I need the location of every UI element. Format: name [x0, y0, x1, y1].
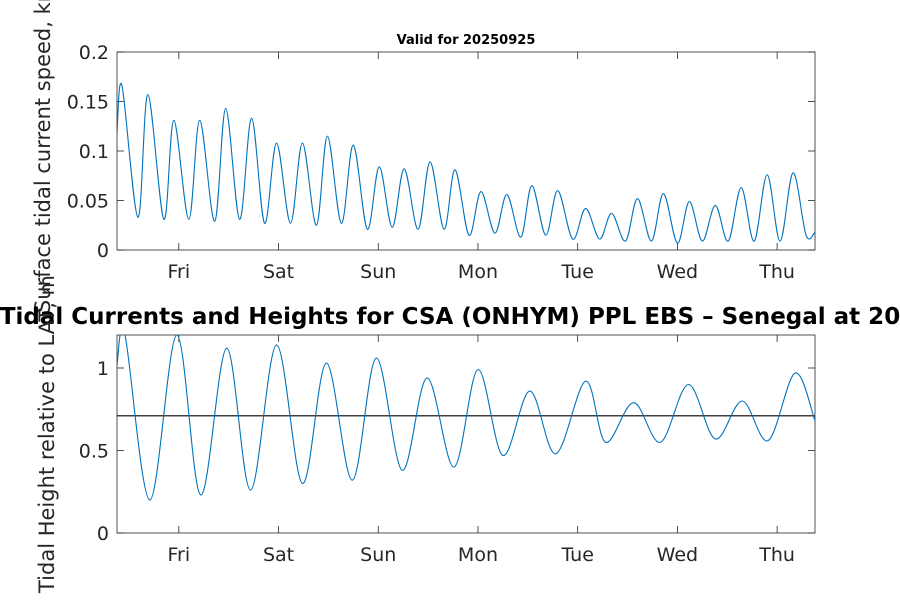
speed-x-tick-label: Tue	[560, 261, 593, 283]
speed-chart-title: Valid for 20250925	[397, 33, 536, 48]
speed-x-tick-label: Sat	[263, 261, 294, 283]
height-y-tick-label: 0.5	[79, 441, 109, 463]
height-x-tick-label: Tue	[560, 544, 593, 566]
speed-y-tick-label: 0.05	[67, 191, 109, 213]
height-y-tick-label: 0	[97, 523, 109, 545]
height-x-tick-label: Wed	[657, 544, 698, 566]
speed-y-tick-label: 0.15	[67, 92, 109, 114]
speed-plot-area	[116, 51, 816, 251]
speed-x-tick-label: Mon	[458, 261, 498, 283]
height-y-tick-label: 1	[97, 358, 109, 380]
speed-y-tick-label: 0.2	[79, 42, 109, 64]
speed-y-axis-label: Surface tidal current speed, kn	[31, 0, 55, 313]
height-x-tick-label: Sat	[263, 544, 294, 566]
height-y-axis-label: Tidal Height relative to LAT, m	[35, 275, 59, 594]
speed-y-tick-label: 0.1	[79, 141, 109, 163]
height-chart-title: Tidal Currents and Heights for CSA (ONHY…	[0, 304, 900, 330]
height-x-tick-label: Fri	[168, 544, 191, 566]
speed-x-tick-label: Sun	[360, 261, 396, 283]
speed-x-tick-label: Fri	[168, 261, 191, 283]
height-x-tick-label: Sun	[360, 544, 396, 566]
height-series-line	[117, 335, 815, 501]
height-plot-area	[116, 334, 816, 534]
height-x-tick-label: Thu	[758, 544, 795, 566]
speed-x-tick-label: Thu	[758, 261, 795, 283]
speed-x-tick-label: Wed	[657, 261, 698, 283]
height-x-tick-label: Mon	[458, 544, 498, 566]
speed-series-line	[117, 82, 815, 244]
speed-y-tick-label: 0	[97, 240, 109, 262]
